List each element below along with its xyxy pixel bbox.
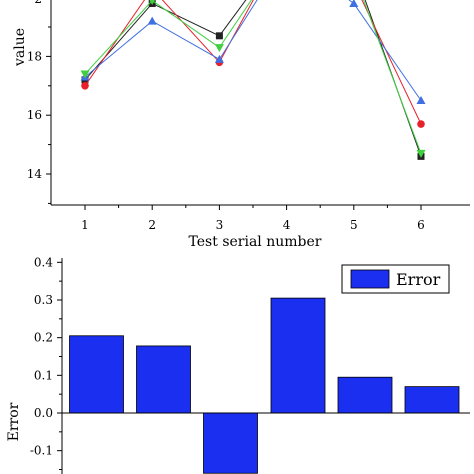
x-tick-label-2: 2: [148, 218, 156, 232]
bar-6: [404, 386, 460, 414]
y-tick-label-2: 16: [27, 108, 42, 122]
series-3-point-3: [214, 54, 224, 63]
series-3-point-6: [416, 96, 426, 104]
bar-y-tick-label-5: 0.3: [34, 293, 53, 307]
bar-2: [136, 345, 191, 414]
series-4-point-2: [149, 0, 156, 6]
legend-swatch: [350, 269, 390, 289]
legend: Error: [341, 264, 450, 294]
line-chart-marks: [80, 0, 426, 160]
y-tick-label-clipped: 2: [34, 0, 42, 6]
bar-y-axis-title: Error: [6, 402, 22, 441]
series-3-point-2: [147, 16, 157, 25]
series-2-point-6: [417, 120, 425, 128]
bar-y-tick-label-2: 0.0: [34, 406, 53, 420]
series-4-point-6: [416, 149, 426, 158]
x-tick-label-6: 6: [417, 218, 425, 232]
y-tick-label-1: 14: [27, 167, 43, 181]
y-axis-title: value: [12, 28, 28, 67]
series-4-point-1: [80, 70, 90, 79]
series-1-point-3: [215, 32, 223, 40]
line-chart: 1 2 3 4 5 6 14 16 18 2 Test serial number value: [12, 0, 470, 250]
series-4-point-3: [214, 44, 224, 53]
x-tick-label-4: 4: [283, 218, 291, 232]
bar-y-tick-label-3: 0.1: [34, 368, 53, 382]
bar-5: [337, 376, 393, 414]
x-tick-label-1: 1: [81, 218, 89, 232]
bar-y-tick-label-4: 0.2: [34, 331, 53, 345]
bar-y-tick-label-6: 0.4: [34, 255, 53, 269]
x-tick-label-3: 3: [216, 218, 224, 232]
y-tick-label-3: 18: [27, 49, 42, 63]
series-3-point-5: [349, 0, 359, 7]
bar-y-tick-label-1: -0.1: [30, 444, 53, 458]
series-4-line: [84, 0, 422, 154]
plot-area: [80, 0, 426, 160]
bar-3: [203, 412, 258, 474]
x-axis-title: Test serial number: [189, 234, 322, 250]
legend-label: Error: [396, 270, 441, 289]
bar-chart-marks: [69, 297, 460, 474]
x-tick-label-5: 5: [350, 218, 358, 232]
bar-chart: -0.1 0.0 0.1 0.2 0.3 0.4 Error Error: [6, 255, 470, 474]
series-2-line: [84, 0, 422, 125]
series-3-line: [84, 0, 422, 101]
bar-chart-axes: -0.1 0.0 0.1 0.2 0.3 0.4: [30, 255, 470, 474]
bar-1: [69, 335, 124, 414]
bar-4: [270, 297, 326, 414]
series-2-point-1: [81, 82, 89, 90]
series-1-line: [84, 0, 422, 157]
line-chart-axes: 1 2 3 4 5 6 14 16 18 2: [27, 0, 470, 232]
